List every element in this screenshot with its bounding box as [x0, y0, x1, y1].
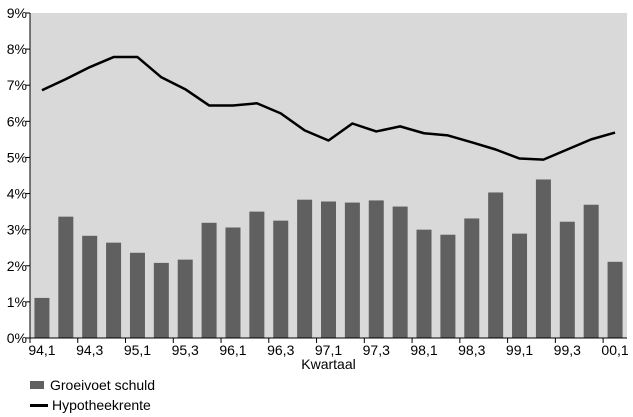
y-tick-label: 6%	[7, 113, 27, 129]
bar	[512, 233, 528, 338]
bar	[177, 259, 193, 338]
legend-swatch-line	[30, 403, 48, 407]
bar	[58, 216, 74, 338]
x-tick-label: 98,3	[458, 342, 485, 358]
bar	[153, 262, 169, 338]
bar	[392, 206, 408, 338]
bar	[129, 252, 145, 338]
x-tick-label: 99,1	[506, 342, 533, 358]
y-tick-label: 0%	[7, 330, 27, 346]
line-series	[41, 55, 616, 161]
bar	[464, 218, 480, 338]
y-tick-label: 3%	[7, 222, 27, 238]
bar	[82, 235, 98, 338]
legend-item-bars: Groeivoet schuld	[30, 377, 155, 393]
y-tick-label: 7%	[7, 77, 27, 93]
legend-swatch-bar	[30, 381, 44, 389]
x-tick-label: 98,1	[410, 342, 437, 358]
x-tick-label: 99,3	[554, 342, 581, 358]
bar	[368, 200, 384, 338]
y-tick-label: 8%	[7, 41, 27, 57]
bar	[488, 192, 504, 338]
x-tick-label: 94,3	[76, 342, 103, 358]
bar	[583, 204, 599, 338]
legend-item-line: Hypotheekrente	[30, 397, 151, 413]
x-tick-label: 95,3	[172, 342, 199, 358]
bar	[201, 222, 217, 338]
bar	[559, 221, 575, 338]
bar	[440, 234, 456, 338]
x-axis-label: Kwartaal	[301, 356, 355, 372]
bar	[416, 229, 432, 338]
bar	[225, 227, 241, 338]
bar	[34, 297, 50, 338]
x-tick-label: 95,1	[124, 342, 151, 358]
legend-label: Hypotheekrente	[52, 397, 151, 413]
bar	[607, 261, 623, 338]
bar	[249, 211, 265, 338]
y-tick-label: 4%	[7, 186, 27, 202]
x-tick-label: 97,1	[315, 342, 342, 358]
y-tick-label: 9%	[7, 5, 27, 21]
y-tick-label: 5%	[7, 149, 27, 165]
x-tick-label: 97,3	[363, 342, 390, 358]
bar	[321, 201, 336, 338]
legend-label: Groeivoet schuld	[50, 377, 156, 393]
bar	[297, 199, 313, 338]
bar	[273, 220, 289, 338]
y-tick-label: 1%	[7, 294, 27, 310]
y-tick-label: 2%	[7, 258, 27, 274]
x-tick-label: 00,1	[601, 342, 628, 358]
x-tick-label: 96,3	[267, 342, 294, 358]
bar	[535, 179, 551, 338]
bar	[106, 242, 122, 338]
x-tick-label: 94,1	[28, 342, 55, 358]
x-tick-label: 96,1	[219, 342, 246, 358]
bar	[344, 202, 360, 338]
